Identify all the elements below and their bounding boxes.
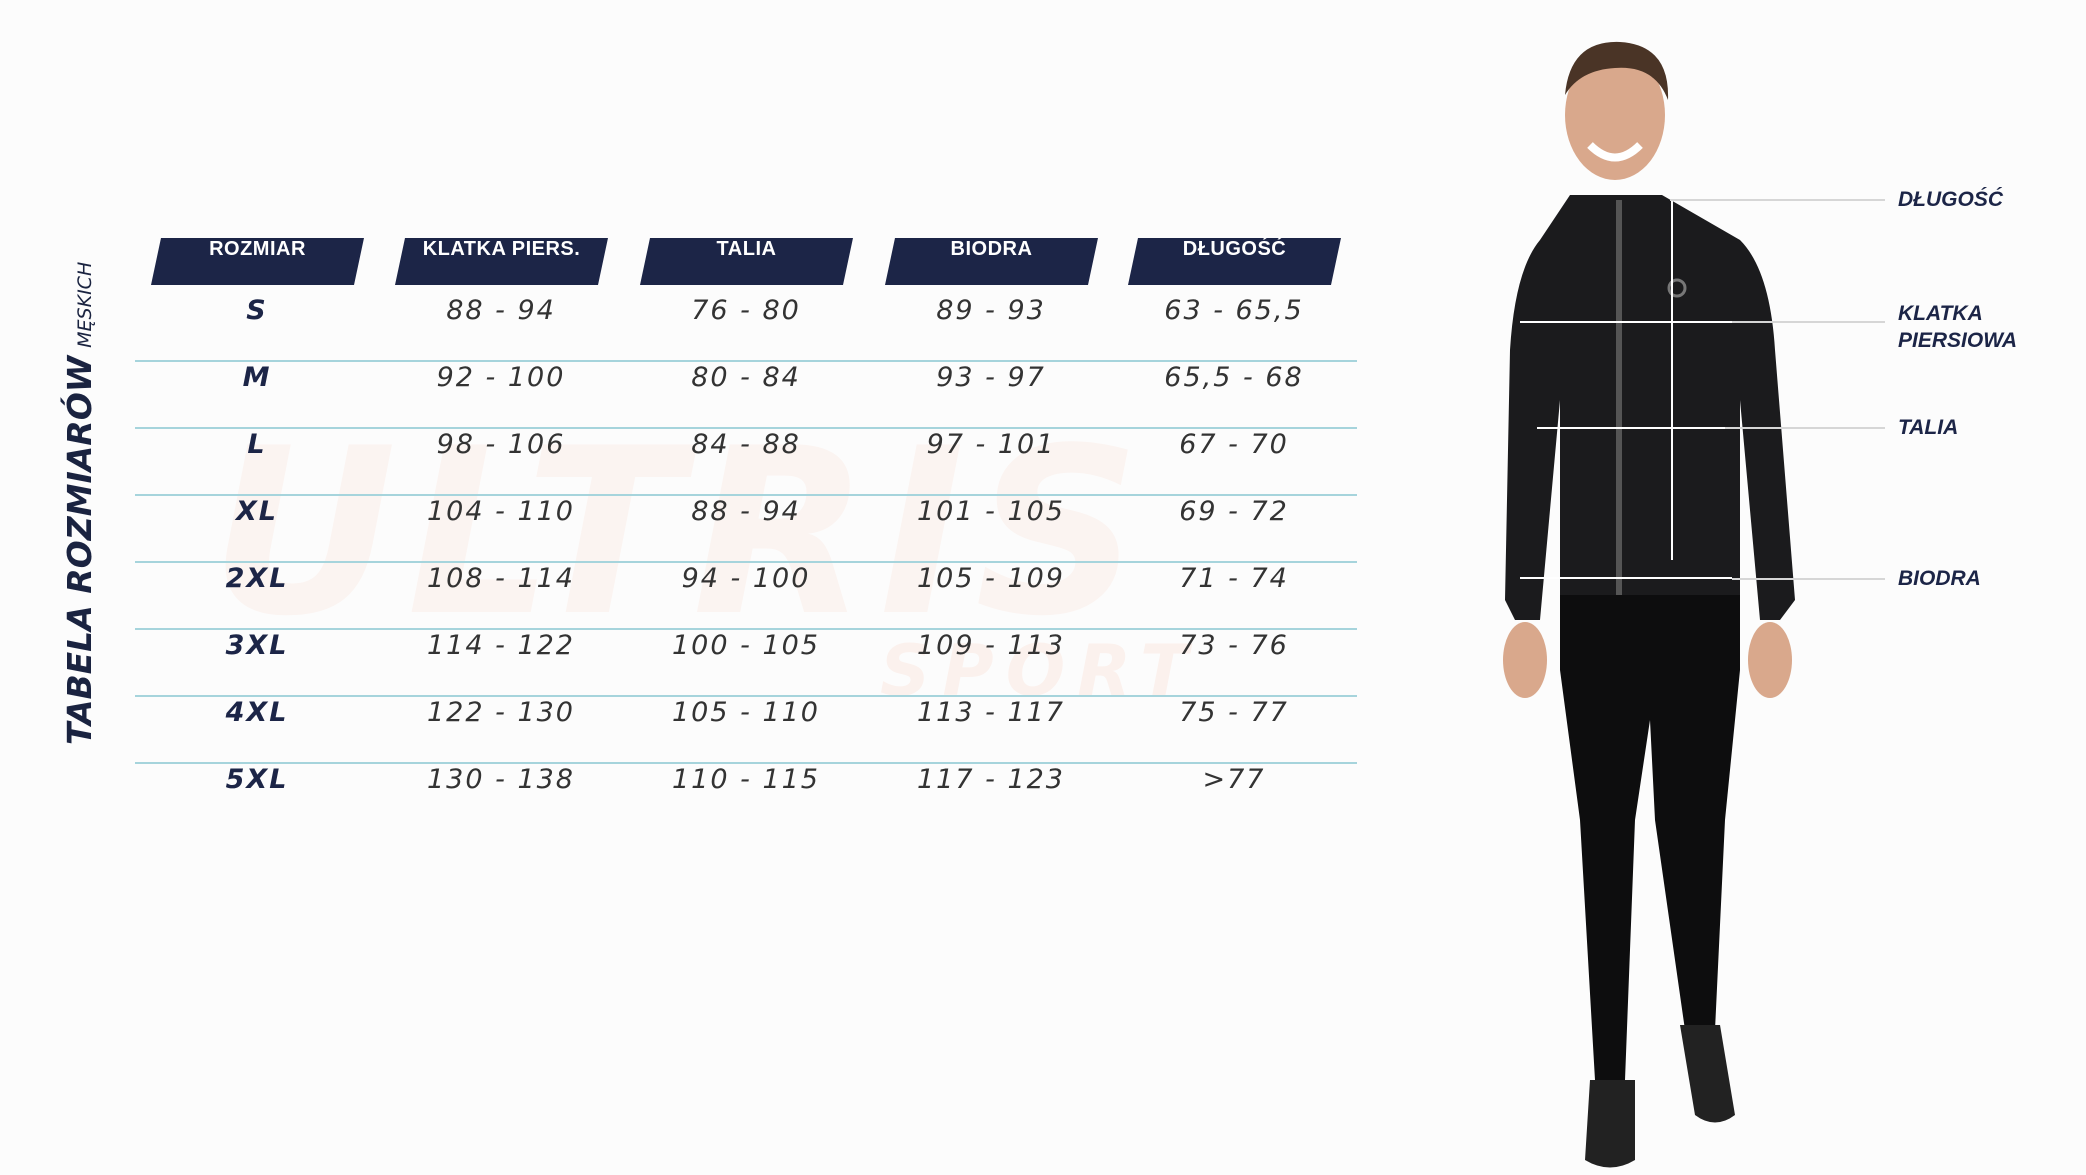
header-label: TALIA — [716, 238, 777, 260]
table-row: S 88 - 94 76 - 80 89 - 93 63 - 65,5 — [135, 295, 1357, 362]
label-hips: BIODRA — [1898, 567, 1981, 590]
row-separator — [135, 494, 1357, 496]
title-main: TABELA ROZMIARÓW — [60, 355, 99, 745]
cell-hips: 105 - 109 — [917, 563, 1065, 594]
cell-hips: 97 - 101 — [926, 429, 1056, 460]
cell-hips: 93 - 97 — [936, 362, 1046, 393]
cell-length: 65,5 - 68 — [1164, 362, 1304, 393]
hips-leader-line — [1732, 578, 1885, 580]
cell-size: 2XL — [225, 563, 289, 594]
row-separator — [135, 628, 1357, 630]
header-size: ROZMIAR — [151, 238, 364, 285]
cell-chest: 104 - 110 — [427, 496, 575, 527]
cell-hips: 109 - 113 — [917, 630, 1065, 661]
title-sub: MĘSKICH — [74, 261, 96, 348]
cell-length: 75 - 77 — [1179, 697, 1289, 728]
cell-length: 73 - 76 — [1179, 630, 1289, 661]
label-chest: KLATKA PIERSIOWA — [1898, 302, 2018, 352]
waist-leader-line — [1725, 427, 1885, 429]
cell-chest: 92 - 100 — [436, 362, 566, 393]
row-separator — [135, 561, 1357, 563]
row-separator — [135, 360, 1357, 362]
label-length: DŁUGOŚĆ — [1898, 188, 2003, 211]
cell-length: 67 - 70 — [1179, 429, 1289, 460]
model-illustration — [1503, 41, 1795, 1168]
table-row: 5XL 130 - 138 110 - 115 117 - 123 >77 — [135, 764, 1357, 831]
cell-waist: 84 - 88 — [691, 429, 801, 460]
header-length: DŁUGOŚĆ — [1128, 238, 1341, 285]
header-hips: BIODRA — [885, 238, 1098, 285]
cell-size: M — [242, 362, 272, 393]
brand-watermark-sub: SPORT — [880, 630, 1200, 712]
table-row: 2XL 108 - 114 94 - 100 105 - 109 71 - 74 — [135, 563, 1357, 630]
cell-length: 63 - 65,5 — [1164, 295, 1304, 326]
cell-waist: 88 - 94 — [691, 496, 801, 527]
row-separator — [135, 762, 1357, 764]
cell-waist: 76 - 80 — [691, 295, 801, 326]
cell-chest: 130 - 138 — [427, 764, 575, 795]
cell-waist: 100 - 105 — [672, 630, 820, 661]
model-figure — [1440, 20, 1820, 1170]
cell-waist: 110 - 115 — [672, 764, 820, 795]
table-row: XL 104 - 110 88 - 94 101 - 105 69 - 72 — [135, 496, 1357, 563]
cell-waist: 94 - 100 — [681, 563, 811, 594]
cell-hips: 117 - 123 — [917, 764, 1065, 795]
cell-length: 71 - 74 — [1179, 563, 1289, 594]
cell-size: 5XL — [225, 764, 289, 795]
cell-length: >77 — [1202, 764, 1266, 795]
row-separator — [135, 427, 1357, 429]
cell-chest: 108 - 114 — [427, 563, 575, 594]
cell-waist: 105 - 110 — [672, 697, 820, 728]
cell-hips: 101 - 105 — [917, 496, 1065, 527]
cell-waist: 80 - 84 — [691, 362, 801, 393]
size-chart-title: TABELA ROZMIARÓW MĘSKICH — [60, 262, 99, 745]
cell-size: L — [247, 429, 267, 460]
cell-hips: 113 - 117 — [917, 697, 1065, 728]
length-leader-line — [1670, 199, 1885, 201]
table-row: M 92 - 100 80 - 84 93 - 97 65,5 - 68 — [135, 362, 1357, 429]
cell-chest: 122 - 130 — [427, 697, 575, 728]
table-row: 3XL 114 - 122 100 - 105 109 - 113 73 - 76 — [135, 630, 1357, 697]
cell-hips: 89 - 93 — [936, 295, 1046, 326]
cell-size: 4XL — [225, 697, 289, 728]
table-row: L 98 - 106 84 - 88 97 - 101 67 - 70 — [135, 429, 1357, 496]
cell-chest: 88 - 94 — [446, 295, 556, 326]
cell-size: 3XL — [225, 630, 289, 661]
header-waist: TALIA — [640, 238, 853, 285]
brand-watermark: ULTRIS — [210, 400, 1151, 667]
cell-size: XL — [235, 496, 279, 527]
cell-chest: 98 - 106 — [436, 429, 566, 460]
chest-leader-line — [1732, 321, 1885, 323]
header-label: BIODRA — [950, 238, 1033, 260]
header-label: KLATKA PIERS. — [422, 238, 581, 260]
row-separator — [135, 695, 1357, 697]
header-chest: KLATKA PIERS. — [395, 238, 608, 285]
cell-chest: 114 - 122 — [427, 630, 575, 661]
cell-length: 69 - 72 — [1179, 496, 1289, 527]
table-row: 4XL 122 - 130 105 - 110 113 - 117 75 - 77 — [135, 697, 1357, 764]
header-label: DŁUGOŚĆ — [1182, 238, 1287, 260]
cell-size: S — [246, 295, 268, 326]
label-waist: TALIA — [1898, 416, 1959, 439]
header-label: ROZMIAR — [209, 238, 306, 260]
